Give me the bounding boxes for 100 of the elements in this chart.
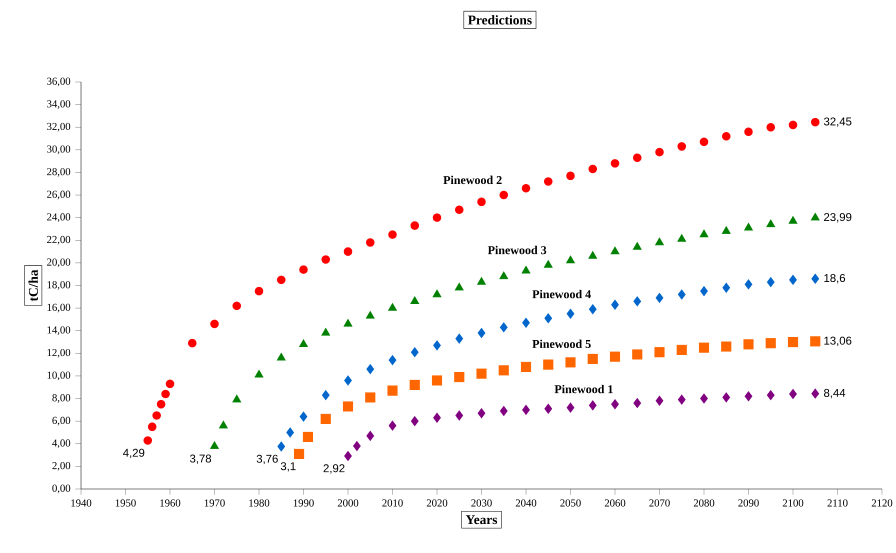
point <box>277 441 286 452</box>
point <box>656 396 664 406</box>
point <box>410 380 420 390</box>
point <box>477 277 486 285</box>
point <box>655 148 664 156</box>
point <box>520 362 532 372</box>
point <box>678 394 686 405</box>
data-label: 32,45 <box>824 117 852 127</box>
point <box>254 286 264 296</box>
point <box>633 296 642 306</box>
point <box>722 132 731 141</box>
x-tick-label: 2050 <box>560 499 581 507</box>
x-tick-label: 2010 <box>382 499 403 507</box>
y-tick-label: 30,00 <box>47 145 70 154</box>
point <box>498 365 509 376</box>
y-tick-label: 0,00 <box>52 484 70 494</box>
point <box>388 230 397 239</box>
y-tick-label: 4,00 <box>52 439 70 448</box>
point <box>276 276 286 284</box>
point <box>322 390 330 400</box>
point <box>302 432 314 442</box>
y-tick-label: 16,00 <box>48 304 70 312</box>
point <box>766 219 776 228</box>
x-tick-label: 2030 <box>471 499 492 507</box>
point <box>299 265 308 274</box>
point <box>788 336 798 348</box>
x-tick-label: 2070 <box>649 499 670 507</box>
x-tick-label: 1960 <box>160 499 180 507</box>
point <box>500 322 508 332</box>
y-tick-label: 28,00 <box>47 168 70 177</box>
point <box>565 357 576 368</box>
point <box>166 380 174 388</box>
point <box>321 255 330 264</box>
point <box>588 164 598 174</box>
series-label: Pinewood 5 <box>532 340 591 348</box>
y-tick-label: 2,00 <box>52 462 70 471</box>
point <box>811 388 820 399</box>
point <box>744 279 752 290</box>
point <box>478 408 486 418</box>
point <box>610 246 620 254</box>
point <box>344 450 352 462</box>
point <box>477 198 486 206</box>
point <box>610 352 620 362</box>
point <box>286 427 294 438</box>
y-tick-label: 22,00 <box>47 236 70 245</box>
point <box>432 289 442 298</box>
point <box>366 364 374 374</box>
x-tick-label: 2110 <box>827 499 848 507</box>
point <box>677 234 686 242</box>
y-tick-label: 26,00 <box>47 190 70 200</box>
y-tick-label: 18,00 <box>48 281 70 290</box>
point <box>342 401 354 412</box>
point <box>721 341 732 352</box>
point <box>588 400 597 410</box>
point <box>387 386 398 396</box>
point <box>810 212 820 220</box>
point <box>766 390 775 400</box>
data-label: 3,76 <box>256 454 278 464</box>
point <box>433 412 441 423</box>
data-label: 2,92 <box>324 464 344 474</box>
data-label: 4,29 <box>123 448 144 458</box>
point <box>365 392 376 402</box>
data-label: 3,78 <box>190 454 212 464</box>
point <box>722 226 731 234</box>
point <box>299 339 308 347</box>
point <box>344 318 352 327</box>
data-label: 3,1 <box>280 462 296 472</box>
point <box>161 390 170 398</box>
point <box>410 416 419 426</box>
point <box>476 368 487 379</box>
point <box>410 296 420 304</box>
point <box>344 247 352 256</box>
x-tick-label: 2000 <box>338 499 358 507</box>
point <box>766 122 776 132</box>
y-tick-label: 24,00 <box>47 213 70 222</box>
y-axis-title: tC/ha <box>28 270 38 302</box>
data-label: 13,06 <box>824 336 852 346</box>
point <box>388 355 396 366</box>
point <box>500 406 508 416</box>
x-axis-title: Years <box>466 515 498 524</box>
point <box>433 340 441 350</box>
point <box>698 342 710 353</box>
point <box>544 177 553 186</box>
point <box>478 328 486 338</box>
x-tick-label: 2040 <box>516 499 536 507</box>
x-tick-label: 1990 <box>294 499 314 507</box>
point <box>455 334 464 344</box>
point <box>210 441 219 449</box>
point <box>789 388 797 400</box>
x-tick-label: 2090 <box>738 499 759 507</box>
point <box>566 402 574 413</box>
point <box>744 391 752 402</box>
point <box>320 414 331 424</box>
point <box>788 120 798 130</box>
y-tick-label: 6,00 <box>52 416 70 426</box>
point <box>566 256 575 264</box>
point <box>611 300 619 310</box>
y-tick-label: 34,00 <box>47 100 70 109</box>
point <box>366 310 375 319</box>
point <box>700 230 708 238</box>
